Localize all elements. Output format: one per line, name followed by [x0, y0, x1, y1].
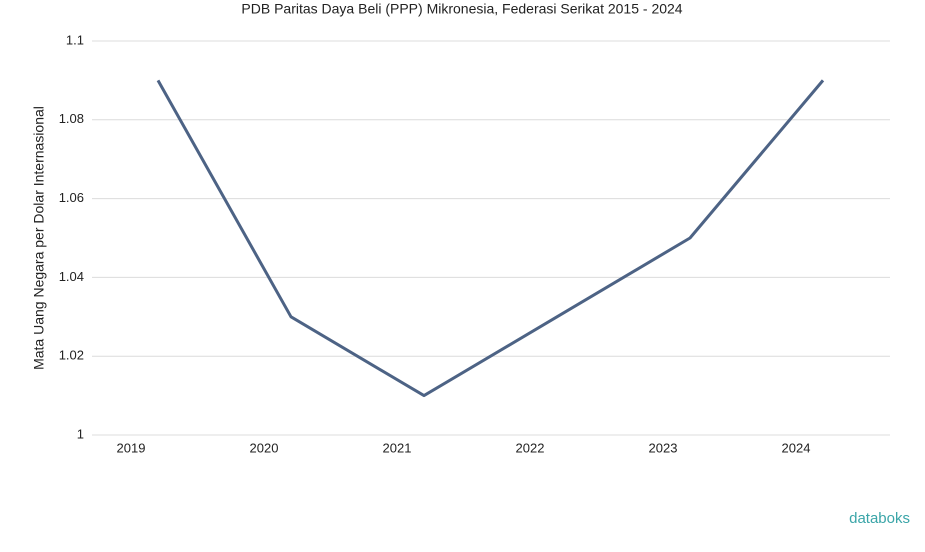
y-tick-label: 1.06	[59, 190, 84, 205]
x-tick-label: 2019	[117, 440, 146, 455]
y-axis-label: Mata Uang Negara per Dolar Internasional	[31, 106, 47, 370]
x-tick-label: 2024	[782, 440, 811, 455]
x-tick-label: 2021	[383, 440, 412, 455]
y-tick-label: 1.08	[59, 111, 84, 126]
chart-title: PDB Paritas Daya Beli (PPP) Mikronesia, …	[241, 1, 682, 17]
watermark: databoks	[849, 510, 910, 527]
data-line	[156, 79, 825, 398]
y-tick-label: 1	[77, 426, 84, 441]
y-tick-label: 1.04	[59, 269, 84, 284]
y-tick-label: 1.1	[66, 32, 84, 47]
x-tick-label: 2020	[250, 440, 279, 455]
x-tick-label: 2023	[649, 440, 678, 455]
x-tick-label: 2022	[516, 440, 545, 455]
y-tick-label: 1.02	[59, 348, 84, 363]
